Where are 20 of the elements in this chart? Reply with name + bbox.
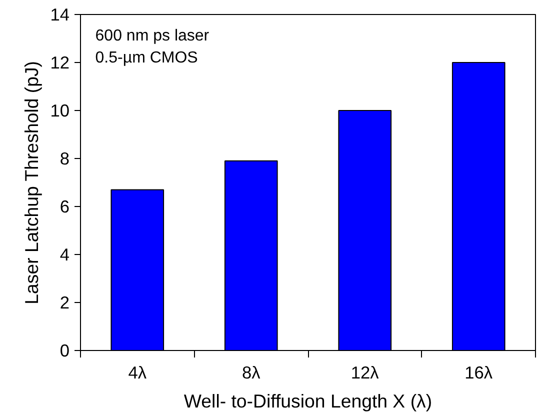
bar xyxy=(224,160,278,350)
bar xyxy=(338,110,392,350)
bar xyxy=(452,62,506,350)
bar xyxy=(110,189,164,350)
x-axis-title: Well- to-Diffusion Length X (λ) xyxy=(184,390,432,412)
x-tick-label: 8λ xyxy=(242,362,261,382)
x-tick-label: 4λ xyxy=(128,362,147,382)
y-tick-label: 0 xyxy=(60,340,70,360)
y-tick-label: 2 xyxy=(60,292,70,312)
y-tick-label: 4 xyxy=(60,244,70,264)
y-tick-label: 14 xyxy=(50,4,70,24)
y-tick-label: 10 xyxy=(50,100,70,120)
y-tick-label: 12 xyxy=(50,52,70,72)
y-tick-label: 6 xyxy=(60,196,70,216)
y-axis-title: Laser Latchup Threshold (pJ) xyxy=(21,60,42,304)
y-tick-label: 8 xyxy=(60,148,70,168)
x-tick-label: 12λ xyxy=(350,362,380,382)
annotation: 0.5-µm CMOS xyxy=(95,50,198,67)
annotation: 600 nm ps laser xyxy=(95,28,210,45)
x-tick-label: 16λ xyxy=(464,362,493,382)
